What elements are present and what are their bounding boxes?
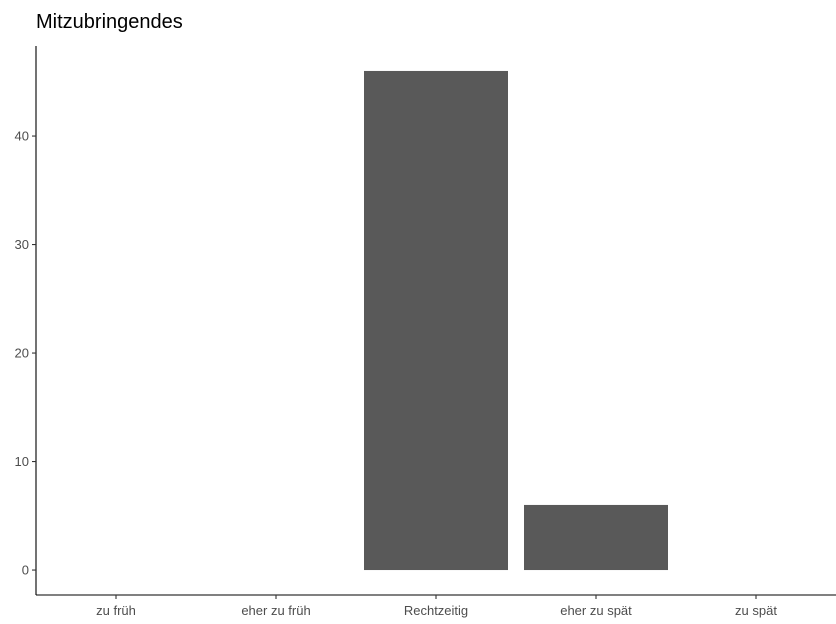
y-tick-label: 40 (15, 129, 29, 144)
x-tick-label: zu spät (735, 603, 777, 618)
bars-group (364, 70, 668, 571)
x-tick-label: eher zu spät (560, 603, 632, 618)
x-tick-label: Rechtzeitig (404, 603, 468, 618)
bar-rechtzeitig (364, 70, 508, 571)
x-tick-label: zu früh (96, 603, 136, 618)
y-tick-label: 30 (15, 237, 29, 252)
y-axis: 0 10 20 30 40 (15, 46, 37, 595)
y-tick-label: 10 (15, 454, 29, 469)
x-axis: zu früh eher zu früh Rechtzeitig eher zu sp… (36, 594, 836, 618)
chart-title: Mitzubringendes (36, 11, 183, 33)
y-tick-label: 0 (22, 563, 29, 578)
x-tick-label: eher zu früh (241, 603, 310, 618)
y-tick-label: 20 (15, 346, 29, 361)
bar-eher-zu-spät (524, 504, 668, 571)
